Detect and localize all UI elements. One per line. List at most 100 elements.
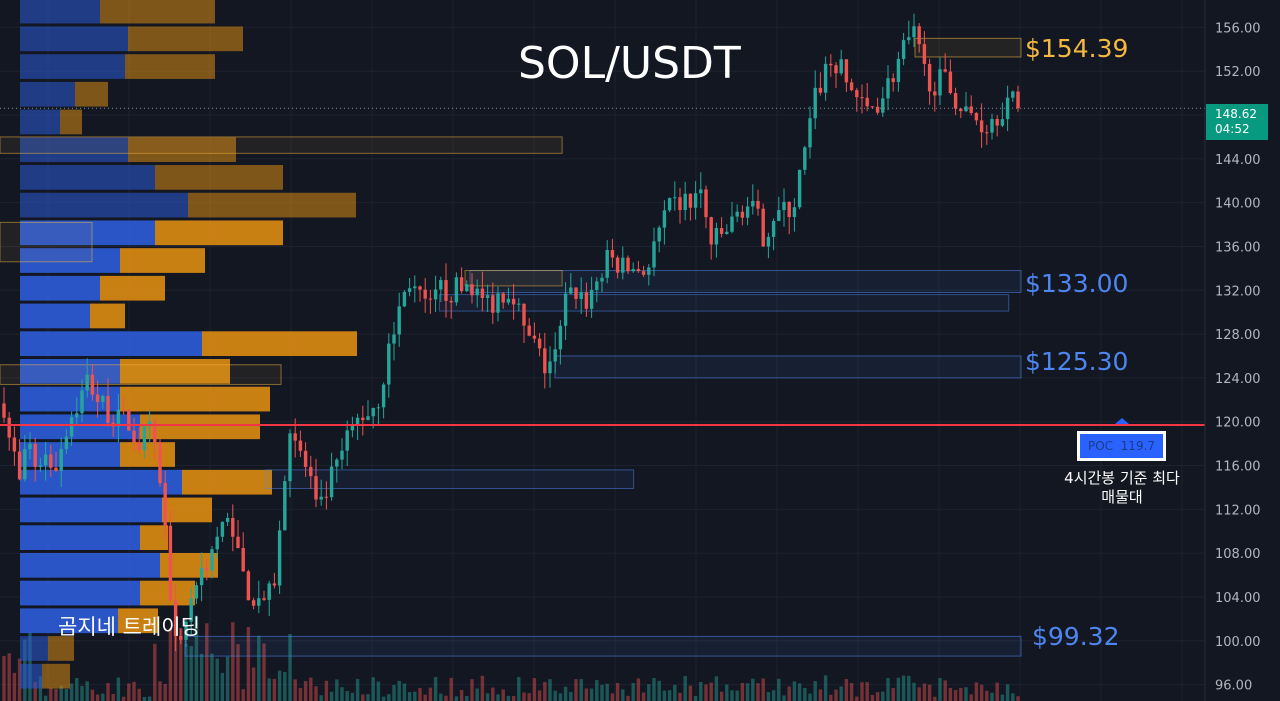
volume-bar	[855, 696, 859, 701]
candle-body	[345, 430, 349, 451]
candle-body	[891, 78, 895, 83]
candle-body	[605, 250, 609, 278]
volume-bar	[704, 684, 708, 701]
volume-bar	[927, 684, 932, 701]
volume-bar	[303, 681, 308, 701]
profile-bar-up	[20, 303, 90, 329]
candle-body	[376, 407, 381, 409]
profile-bar-up	[20, 414, 140, 440]
volume-bar	[314, 686, 318, 701]
volume-bar	[1000, 694, 1005, 701]
volume-bar	[335, 679, 339, 701]
volume-bar	[506, 695, 511, 701]
volume-bar	[569, 691, 573, 701]
profile-bar-up	[20, 192, 188, 218]
volume-bar	[54, 688, 58, 701]
candle-body	[1016, 91, 1020, 109]
volume-bar	[673, 684, 677, 701]
volume-bar	[85, 681, 89, 701]
candle-body	[584, 292, 589, 309]
candle-body	[465, 284, 469, 292]
candle-body	[849, 82, 854, 91]
level-label-154: $154.39	[1025, 34, 1129, 63]
candle-body	[548, 361, 552, 374]
profile-bar-down	[48, 636, 74, 661]
candle-body	[678, 197, 682, 211]
candle-body	[361, 417, 365, 421]
candle-body	[121, 409, 126, 411]
volume-bar	[938, 678, 942, 701]
volume-bar	[652, 677, 656, 701]
profile-bar-down	[125, 54, 215, 79]
volume-bar	[345, 691, 349, 701]
volume-bar	[615, 683, 620, 701]
volume-bar	[948, 687, 953, 701]
volume-bar	[153, 643, 157, 701]
volume-bar	[756, 683, 760, 701]
candle-body	[246, 571, 251, 601]
profile-bar-down	[120, 248, 205, 273]
candle-body	[137, 442, 141, 450]
volume-bar	[137, 688, 141, 701]
zone	[0, 364, 282, 385]
candle-body	[189, 598, 193, 622]
volume-bar	[173, 617, 178, 701]
candle-body	[491, 295, 495, 313]
candle-body	[329, 466, 334, 498]
volume-bar	[496, 694, 500, 701]
candle-body	[595, 281, 599, 290]
level-zone	[554, 355, 1022, 379]
axis-tick-label: 108.00	[1215, 547, 1261, 562]
volume-bar	[979, 684, 984, 701]
profile-bar-down	[182, 469, 272, 495]
candle-body	[413, 286, 417, 289]
volume-bar	[990, 692, 994, 701]
poc-text: POC 119.7	[1088, 439, 1155, 453]
candle-body	[43, 454, 48, 466]
zone	[0, 221, 93, 263]
volume-bar	[418, 688, 422, 701]
volume-bar	[459, 689, 464, 701]
volume-bar	[298, 688, 303, 701]
volume-bar	[454, 696, 459, 701]
volume-bar	[17, 658, 22, 701]
volume-bar	[589, 688, 594, 701]
profile-bar-up	[20, 608, 118, 634]
profile-bar-down	[128, 137, 236, 163]
volume-bar	[407, 692, 412, 701]
volume-bar	[964, 687, 968, 701]
candle-body	[251, 600, 256, 606]
candle-body	[657, 227, 661, 242]
volume-bar	[262, 643, 266, 701]
candle-body	[33, 443, 37, 467]
candle-body	[132, 430, 136, 443]
candle-body	[948, 71, 953, 94]
candle-body	[184, 621, 188, 640]
candle-body	[277, 530, 282, 586]
volume-bar	[886, 678, 890, 701]
candle-body	[563, 293, 568, 326]
volume-bar	[132, 681, 136, 701]
volume-bar	[64, 688, 69, 701]
volume-bar	[376, 681, 381, 701]
volume-bar	[818, 689, 823, 701]
profile-bar-down	[118, 608, 158, 634]
volume-bar	[1016, 696, 1020, 701]
volume-bar	[257, 635, 261, 701]
profile-bar-down	[140, 525, 168, 550]
profile-bar-up	[20, 109, 60, 135]
volume-bar	[199, 653, 204, 701]
candle-body	[95, 394, 100, 403]
zone	[265, 469, 635, 490]
candle-body	[449, 300, 453, 303]
volume-bars	[2, 615, 1020, 701]
candle-body	[236, 536, 240, 548]
volume-bar	[366, 694, 370, 701]
candle-body	[194, 585, 199, 599]
volume-bar	[423, 694, 427, 701]
candle-body	[69, 417, 74, 437]
candle-body	[2, 403, 6, 418]
candle-body	[725, 231, 729, 234]
volume-bar	[465, 696, 469, 701]
level-label-99: $99.32	[1032, 622, 1120, 651]
